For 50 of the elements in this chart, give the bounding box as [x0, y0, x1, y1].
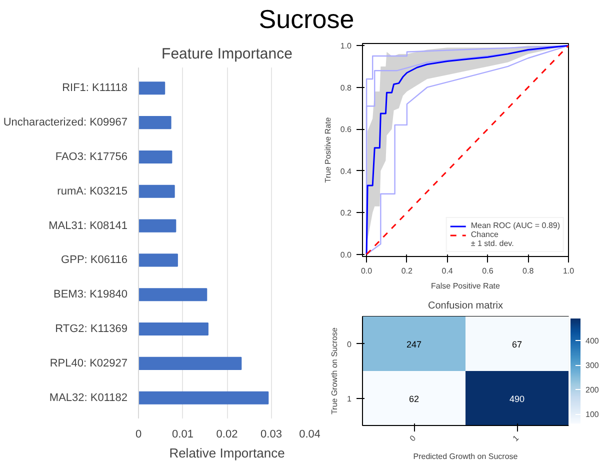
y-tick-label: RIF1: K11118	[62, 82, 128, 94]
x-tick-label: 0.04	[299, 428, 321, 440]
y-tick-label: 0.8	[340, 83, 352, 92]
x-tick-label: 0.02	[216, 428, 238, 440]
x-tick-label: 0.0	[360, 266, 373, 276]
y-tick-label: MAL31: K08141	[48, 220, 128, 232]
y-tick-label: RPL40: K02927	[50, 357, 128, 370]
y-tick-label: 0.0	[340, 250, 352, 260]
y-tick-label: 0.2	[340, 208, 352, 218]
x-axis-title: Relative Importance	[169, 446, 285, 460]
y-tick-label: 0	[347, 340, 352, 349]
chart-title: Confusion matrix	[428, 300, 504, 312]
color-bar-label: 300	[586, 361, 600, 370]
y-tick-label: 0.4	[340, 166, 352, 176]
y-tick-label: 1	[347, 394, 352, 404]
x-tick-label: 0.03	[260, 428, 282, 440]
x-axis-title: Predicted Growth on Sucrose	[413, 452, 518, 461]
color-bar-label: 100	[586, 410, 600, 420]
y-tick-label: 0.6	[340, 125, 352, 134]
color-bar-label: 200	[586, 386, 600, 395]
y-tick-label: FAO3: K17756	[55, 150, 128, 163]
x-tick-label: 1	[511, 433, 521, 444]
x-tick-label: 0.6	[482, 266, 494, 276]
y-tick-label: BEM3: K19840	[54, 288, 128, 301]
data-label: 490	[509, 394, 525, 404]
x-tick-label: 0	[135, 428, 142, 440]
data-label: 247	[406, 339, 422, 350]
x-tick-label: 0.4	[442, 266, 454, 276]
data-label: 67	[512, 339, 522, 350]
y-tick-label: 1.0	[340, 42, 352, 51]
y-tick-label: GPP: K06116	[61, 254, 128, 266]
y-axis-title: True Growth on Sucrose	[330, 327, 340, 414]
x-axis-title: False Positive Rate	[431, 282, 501, 290]
y-tick-label: RTG2: K11369	[55, 323, 128, 336]
text: Sucrose	[258, 4, 354, 34]
x-tick-label: 0	[408, 433, 418, 444]
legend-label: Chance	[470, 230, 498, 239]
y-tick-label: Uncharacterized: K09967	[3, 116, 128, 129]
data-label: 62	[408, 394, 420, 404]
chart-title: Feature Importance	[162, 46, 292, 62]
color-bar-label: 400	[586, 336, 600, 346]
legend-label: Mean ROC (AUC = 0.89)	[470, 221, 560, 230]
y-tick-label: MAL32: K01182	[49, 392, 128, 404]
annotation: ± 1 std. dev.	[470, 239, 514, 248]
x-tick-label: 0.8	[522, 266, 534, 276]
x-tick-label: 1.0	[562, 266, 575, 276]
x-tick-label: 0.2	[401, 266, 414, 276]
y-tick-label: rumA: K03215	[57, 185, 128, 198]
y-axis-title: True Positive Rate	[323, 116, 332, 183]
x-tick-label: 0.01	[172, 428, 194, 440]
